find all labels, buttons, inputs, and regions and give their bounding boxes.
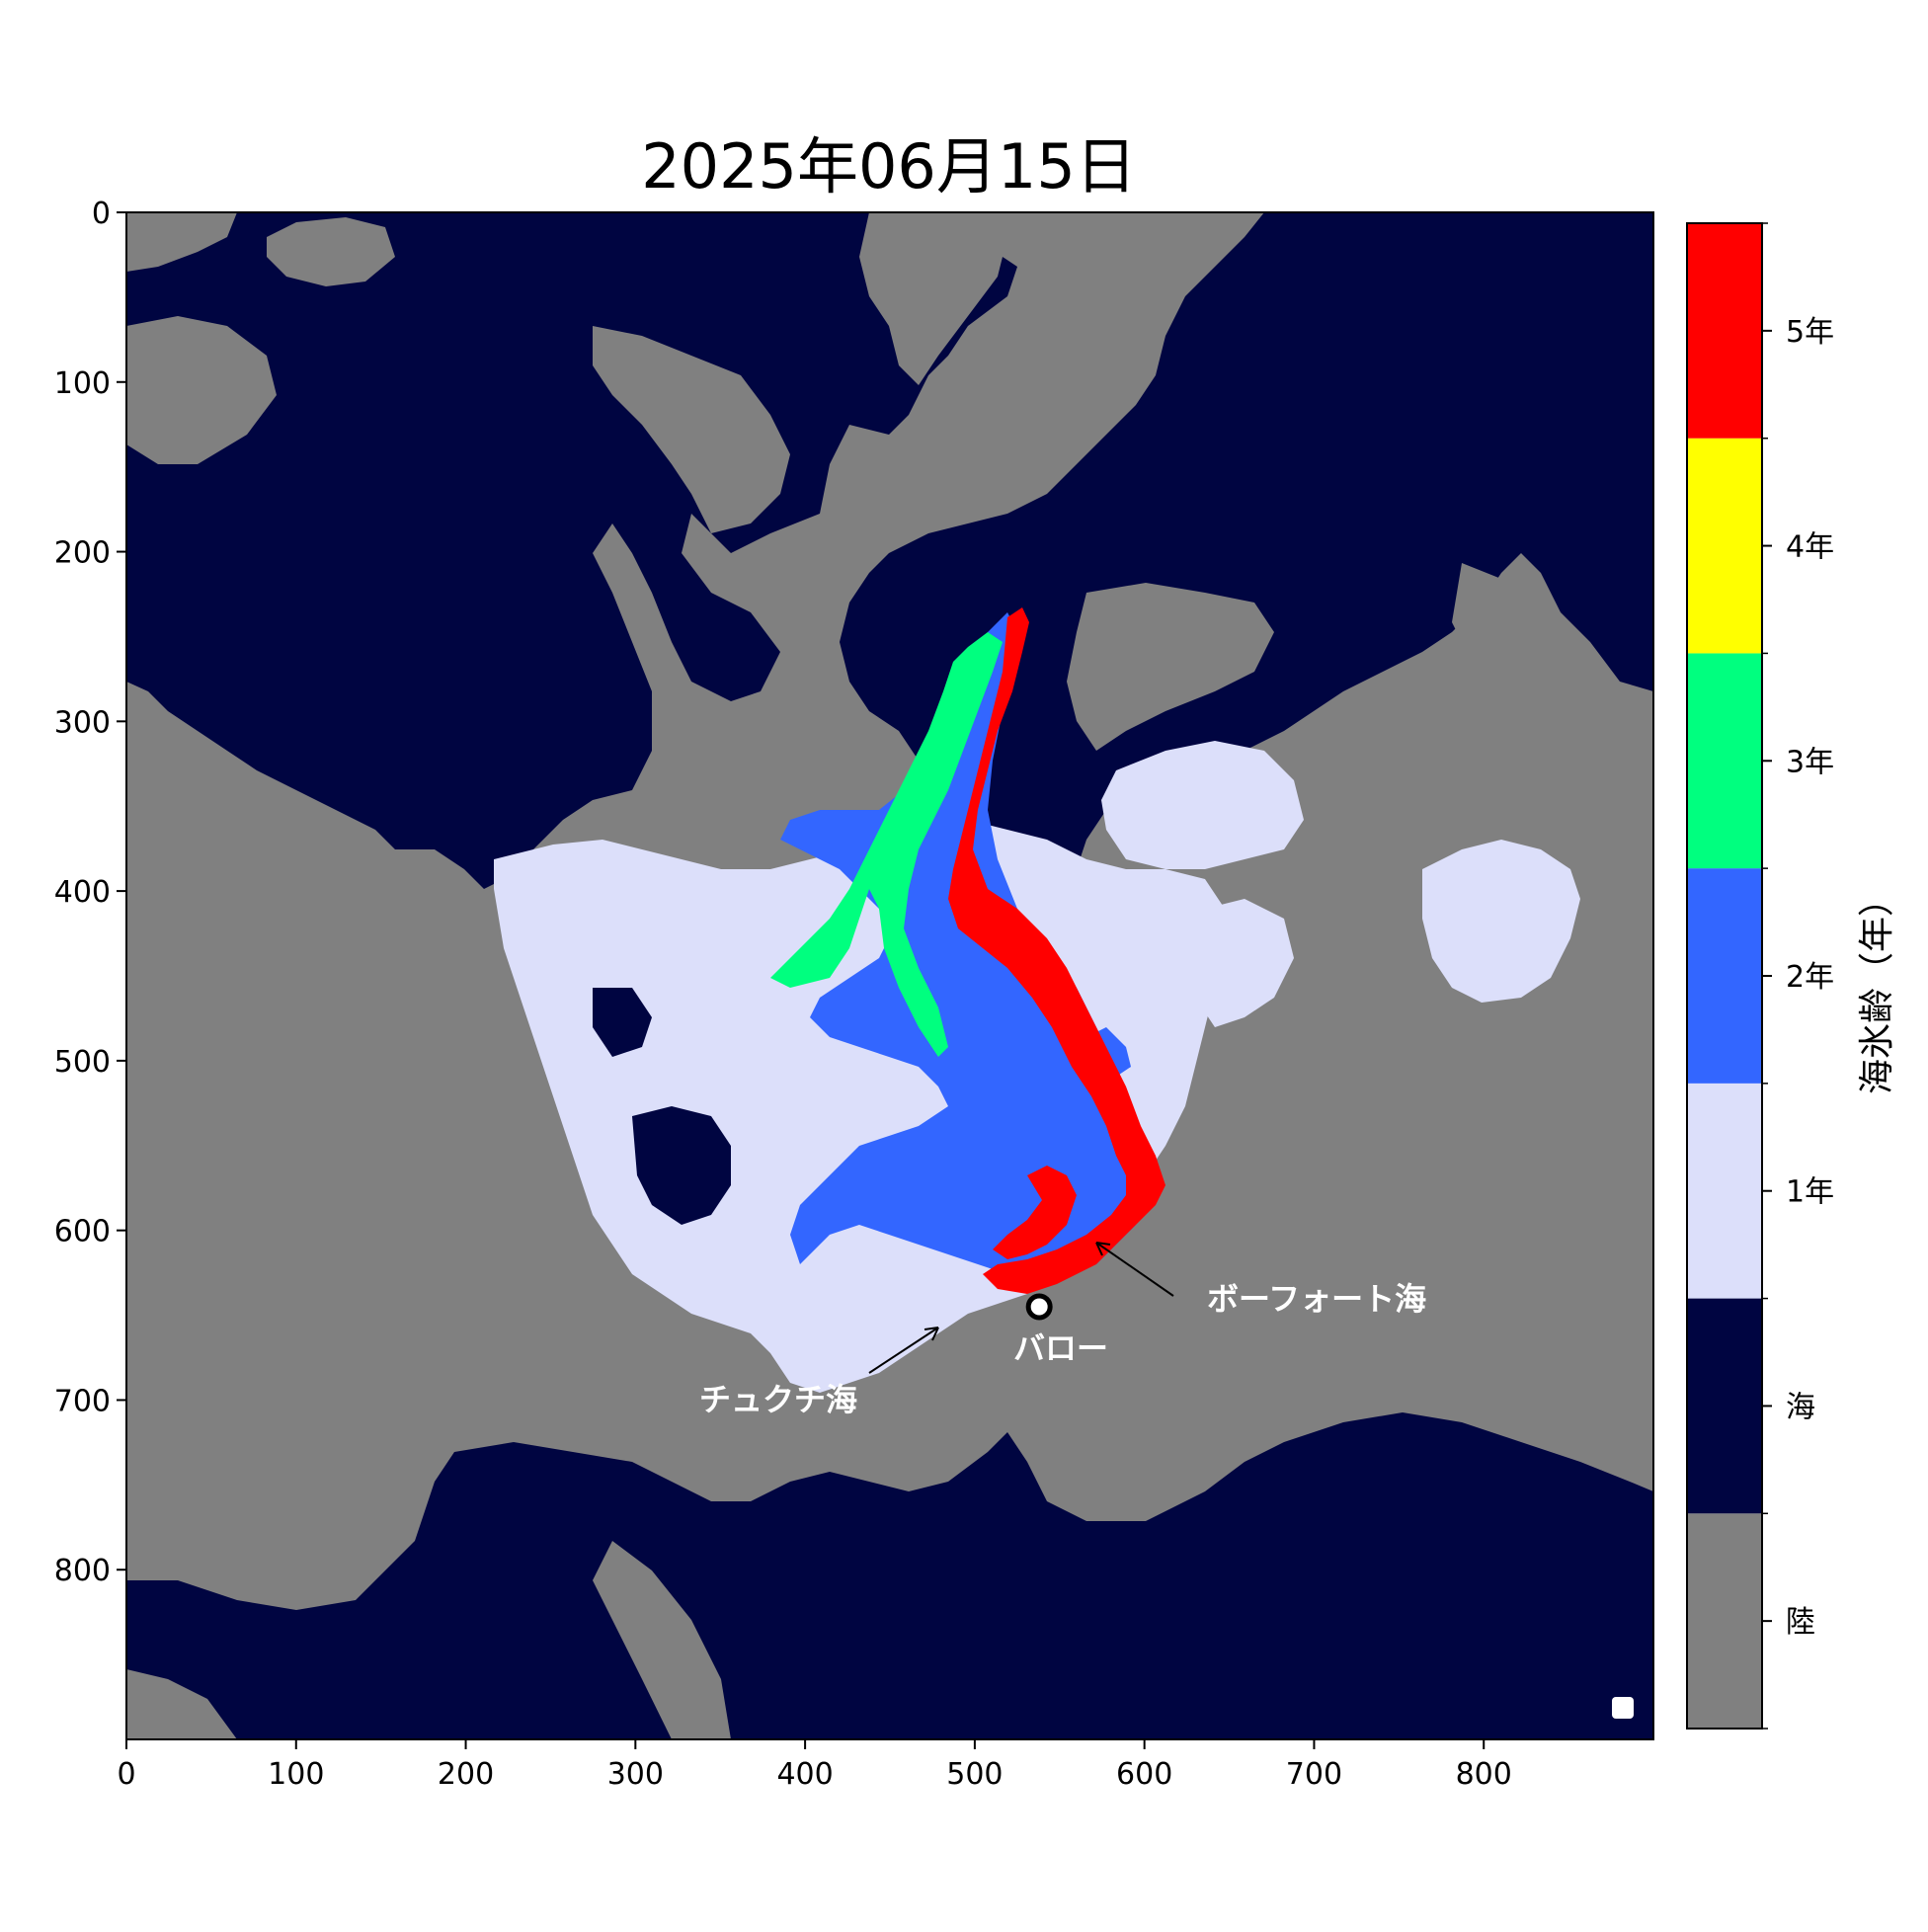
x-tick-label: 600 [1116,1757,1172,1792]
y-tick-label: 800 [54,1554,111,1588]
east-siberian-opening [593,988,652,1057]
ice-3yr [770,632,1003,1057]
x-tick-label: 800 [1456,1757,1512,1792]
colorbar-tick-label: 海 [1786,1390,1815,1424]
svalbard-land [267,217,395,286]
y-tick-label: 300 [54,705,111,740]
x-tick-label: 0 [117,1757,135,1792]
ice-5yr [948,607,1165,1294]
colorbar-tick-label: 1年 [1786,1175,1834,1210]
colorbar: 陸 海 1年 2年 3年 4年 5年 海氷齢（年） [1686,222,1897,1730]
archipelago-ice [1101,741,1304,869]
colorbar-segment [1687,1513,1762,1729]
parry-ice [1195,899,1294,1027]
colorbar-segment [1687,438,1762,654]
ice-2yr [780,612,1146,1284]
ellesmere-land [859,212,1007,385]
y-tick-label: 0 [92,197,111,231]
colorbar-label: 海氷齢（年） [1857,881,1897,1094]
colorbar-segment [1687,223,1762,439]
ice-5yr-tongue [993,1166,1077,1259]
map-title: 2025年06月15日 [641,130,1137,202]
baffin-land [1452,563,1570,711]
map-frame [125,211,1654,1740]
barrow-label: バロー [1013,1329,1108,1367]
pacific-sea [126,1412,1653,1739]
colorbar-segment [1687,653,1762,869]
colorbar-tick-label: 4年 [1786,530,1834,565]
hudson-sea [840,212,1653,889]
map-panel: ボーフォート海 バロー チュクチ海 0 100 200 300 400 500 600 700… [54,197,1654,1792]
colorbar-segment [1687,1083,1762,1299]
hudson-ice [1422,840,1580,1003]
y-tick-label: 500 [54,1045,111,1080]
y-axis: 0 100 200 300 400 500 600 700 800 [54,197,126,1588]
x-tick-label: 400 [776,1757,833,1792]
colorbar-segment [1687,868,1762,1084]
canada-north-land [1067,583,1274,751]
scandinavia-land [126,316,277,464]
colorbar-tick-label: 陸 [1786,1605,1815,1640]
y-tick-label: 200 [54,536,111,571]
x-tick-label: 500 [946,1757,1003,1792]
y-tick-label: 700 [54,1384,111,1418]
barrow-marker [1025,1293,1053,1321]
kamchatka-land [126,1669,237,1739]
corner-marker [1612,1697,1634,1719]
colorbar-tick-label: 2年 [1786,960,1834,995]
colorbar-tick-label: 5年 [1786,315,1834,350]
colorbar-tick-label: 3年 [1786,745,1834,779]
y-tick-label: 400 [54,875,111,910]
x-tick-label: 300 [607,1757,664,1792]
novaya-land [126,212,237,272]
alaska-peninsula-land [593,1541,731,1739]
x-axis: 0 100 200 300 400 500 600 700 800 [117,1739,1512,1792]
laptev-opening [632,1106,731,1225]
beaufort-label: ボーフォート海 [1207,1280,1426,1318]
y-tick-label: 600 [54,1215,111,1249]
x-tick-label: 700 [1286,1757,1342,1792]
atlantic-sea [126,212,1017,889]
colorbar-segment [1687,1298,1762,1514]
greenland-land [593,326,790,533]
x-tick-label: 100 [268,1757,324,1792]
y-tick-label: 100 [54,366,111,401]
x-tick-label: 200 [438,1757,494,1792]
chukchi-label: チュクチ海 [699,1381,857,1418]
annotation-arrows [868,1242,1174,1374]
